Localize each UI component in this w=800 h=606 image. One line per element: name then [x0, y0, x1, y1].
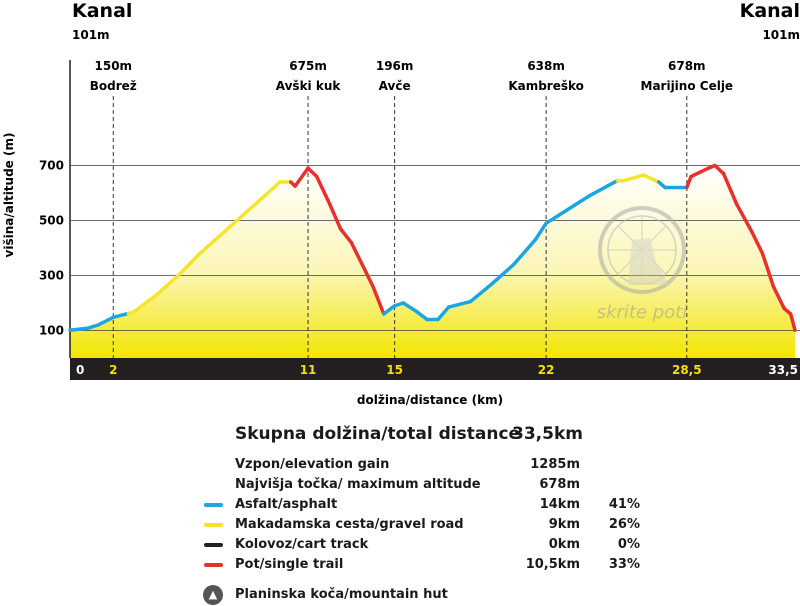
watermark-text: skrite poti [597, 302, 688, 323]
waypoint-altitude: 196m [376, 59, 414, 73]
waypoint-name: Avški kuk [276, 79, 342, 93]
waypoint-altitude: 150m [95, 59, 133, 73]
end-altitude: 101m [762, 28, 800, 42]
profile-area [70, 165, 795, 358]
start-altitude: 101m [72, 28, 110, 42]
route-segment [622, 173, 646, 183]
waypoint-altitude: 638m [527, 59, 565, 73]
route-segment [219, 213, 245, 237]
route-segment [436, 305, 451, 322]
route-segment [734, 202, 754, 234]
y-axis-label: višina/altitude (m) [2, 133, 16, 258]
start-name: Kanal [72, 0, 132, 22]
route-segment [771, 284, 786, 311]
x-tick-label: 15 [386, 363, 403, 377]
route-segment [349, 240, 364, 267]
y-tick-label: 700 [39, 159, 64, 173]
route-segment [760, 251, 776, 289]
route-segment [713, 163, 726, 176]
route-segment [749, 229, 765, 256]
route-segment [154, 273, 180, 297]
x-tick-label: 22 [538, 363, 555, 377]
waypoint-name: Marijino Celje [641, 79, 734, 93]
route-segment [338, 227, 354, 245]
x-axis-label: dolžina/distance (km) [357, 393, 503, 407]
route-segment [85, 323, 100, 331]
waypoint-name: Kambreško [508, 79, 584, 93]
y-tick-label: 100 [39, 324, 64, 338]
route-segment [511, 238, 538, 267]
waypoint-name: Bodrež [90, 79, 137, 93]
route-segment [176, 251, 202, 278]
route-segment [382, 304, 397, 316]
route-segment [68, 326, 90, 332]
route-segment [314, 174, 332, 206]
route-segment [198, 232, 224, 256]
x-tick-label: 0 [76, 363, 84, 377]
route-segment [293, 166, 310, 188]
route-segment [689, 166, 711, 179]
x-tick-label: 11 [300, 363, 317, 377]
route-segment [641, 173, 661, 184]
y-tick-label: 300 [39, 269, 64, 283]
route-segment [566, 194, 592, 212]
route-segment [446, 299, 473, 309]
route-segment [468, 282, 494, 304]
x-tick-label: 28,5 [672, 363, 702, 377]
x-tick-label: 33,5 [768, 363, 798, 377]
skrite-poti-logo: skrite poti [597, 206, 688, 323]
y-tick-label: 500 [39, 214, 64, 228]
route-segment [263, 180, 282, 198]
waypoint-altitude: 675m [289, 59, 327, 73]
route-segment [587, 178, 620, 198]
route-segment [533, 221, 548, 242]
route-segment [241, 194, 267, 217]
route-segment [490, 262, 516, 286]
route-segment [685, 174, 693, 190]
route-segment [414, 309, 429, 322]
route-segment [788, 312, 797, 332]
route-segment [96, 315, 116, 327]
end-name: Kanal [740, 0, 800, 22]
waypoint-altitude: 678m [668, 59, 706, 73]
x-tick-label: 2 [109, 363, 117, 377]
route-segment [544, 207, 570, 226]
route-segment [111, 311, 131, 320]
route-segment [131, 293, 159, 315]
waypoint-name: Avče [379, 79, 411, 93]
route-segment [371, 284, 386, 316]
route-segment [327, 202, 343, 231]
route-segment [401, 301, 419, 314]
route-segment [306, 166, 319, 179]
route-segment [360, 262, 375, 289]
x-axis-bar [70, 358, 800, 380]
route-segment [721, 171, 739, 206]
